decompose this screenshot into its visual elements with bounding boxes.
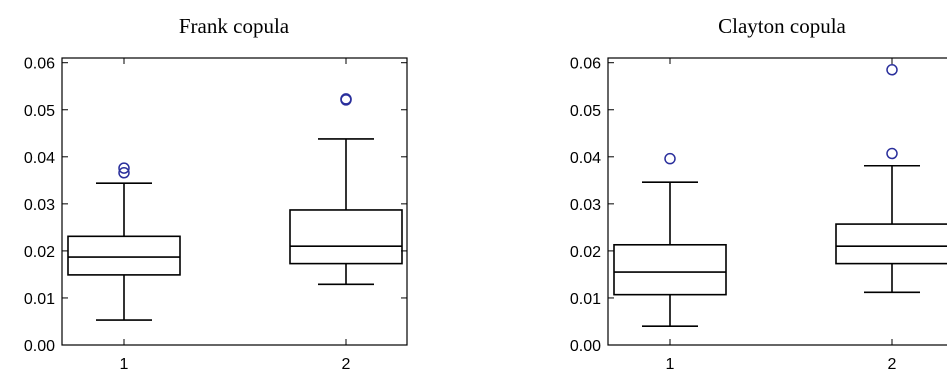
- outlier-point: [886, 147, 898, 160]
- y-tick-label: 0.03: [570, 197, 601, 214]
- y-tick-label: 0.02: [24, 244, 55, 261]
- y-tick-label: 0.05: [24, 103, 55, 120]
- iqr-box: [613, 243, 727, 296]
- iqr-box: [289, 209, 403, 265]
- chart-title: Frank copula: [179, 14, 290, 38]
- y-tick-label: 0.05: [570, 103, 601, 120]
- plot-frame: [61, 57, 408, 346]
- y-tick-label: 0.01: [570, 291, 601, 308]
- x-tick-label: 1: [120, 356, 129, 373]
- chart-panel-1: Frank copula 0.00 0.01 0.02 0.03 0.04 0.05 0.06…: [24, 14, 408, 373]
- outlier-point: [118, 162, 130, 174]
- outlier-point: [118, 167, 130, 179]
- y-tick-label: 0.00: [24, 338, 55, 355]
- box-2: [835, 64, 947, 294]
- y-tick-label: 0.00: [570, 338, 601, 355]
- y-tick-label: 0.03: [24, 197, 55, 214]
- iqr-box: [835, 223, 947, 265]
- outlier-point: [664, 152, 676, 165]
- y-tick-label: 0.02: [570, 244, 601, 261]
- plot-frame: [607, 57, 947, 346]
- outlier-point: [886, 64, 898, 76]
- box-1: [613, 152, 727, 327]
- box-2: [289, 93, 403, 286]
- x-tick-label: 2: [342, 356, 351, 373]
- y-tick-label: 0.01: [24, 291, 55, 308]
- iqr-box: [67, 235, 181, 276]
- y-tick-label: 0.04: [570, 150, 601, 167]
- y-tick-label: 0.04: [24, 150, 55, 167]
- outlier-point: [340, 93, 352, 105]
- x-tick-label: 1: [666, 356, 675, 373]
- x-tick-label: 2: [888, 356, 897, 373]
- box-1: [67, 162, 181, 321]
- y-tick-label: 0.06: [24, 56, 55, 73]
- y-tick-label: 0.06: [570, 56, 601, 73]
- chart-title: Clayton copula: [718, 14, 846, 38]
- chart-panel-2: Clayton copula 0.00 0.01 0.02 0.03 0.04 0.05 0.…: [570, 14, 947, 373]
